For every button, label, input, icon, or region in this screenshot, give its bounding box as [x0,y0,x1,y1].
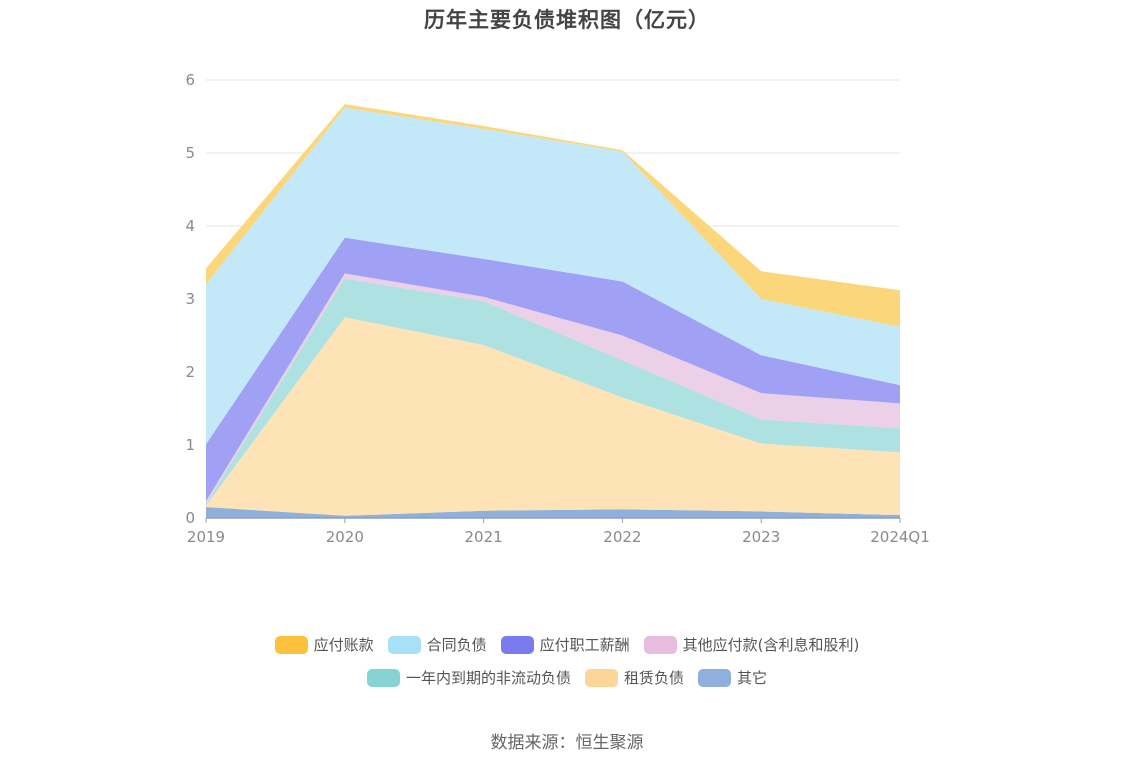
x-tick-label: 2024Q1 [870,528,930,546]
legend-label: 合同负债 [426,636,487,654]
legend-row: 应付账款 合同负债 应付职工薪酬 其他应付款(含利息和股利) [0,628,1134,661]
y-tick-label: 5 [185,144,195,162]
legend-item[interactable]: 应付职工薪酬 [500,634,630,655]
y-tick-label: 4 [185,217,195,235]
y-tick-label: 2 [185,363,195,381]
y-tick-label: 0 [185,509,195,527]
legend-swatch [584,668,618,687]
data-source-note: 数据来源：恒生聚源 [490,733,644,753]
legend-label: 应付职工薪酬 [539,636,630,654]
legend-item[interactable]: 其他应付款(含利息和股利) [643,634,860,655]
legend-label: 其它 [737,669,768,687]
legend-swatch [643,635,677,654]
legend-item[interactable]: 租赁负债 [584,667,684,688]
legend-swatch [698,668,731,687]
x-tick-label: 2021 [465,528,503,546]
legend-swatch [500,635,534,654]
legend-label: 租赁负债 [623,669,684,687]
legend-label: 一年内到期的非流动负债 [405,669,571,687]
legend-swatch [274,635,308,654]
legend-item[interactable]: 合同负债 [387,634,487,655]
legend: 应付账款 合同负债 应付职工薪酬 其他应付款(含利息和股利) 一年内到期的非流动负债 租赁… [0,628,1134,694]
area-series-0[interactable] [206,507,900,518]
area-series-1[interactable] [206,317,900,516]
x-tick-label: 2019 [187,528,225,546]
area-series-5[interactable] [206,107,900,445]
area-series [206,104,900,518]
x-tick-label: 2022 [603,528,641,546]
stacked-area-chart: 0 1 2 3 4 5 6 2019 2020 2021 2022 2023 2024Q1 [185,71,929,546]
legend-label: 应付账款 [313,636,374,654]
legend-row: 一年内到期的非流动负债 租赁负债 其它 [0,661,1134,694]
legend-swatch [366,668,400,687]
area-series-6[interactable] [206,104,900,327]
y-tick-label: 6 [185,71,195,89]
axes: 0 1 2 3 4 5 6 2019 2020 2021 2022 2023 2024Q1 [185,71,929,546]
chart-title: 历年主要负债堆积图（亿元） [424,8,710,32]
y-tick-label: 3 [185,290,195,308]
legend-item[interactable]: 一年内到期的非流动负债 [366,667,571,688]
area-series-4[interactable] [206,237,900,502]
legend-item[interactable]: 其它 [698,667,767,688]
y-tick-label: 1 [185,436,195,454]
x-tick-label: 2023 [742,528,780,546]
legend-label: 其他应付款(含利息和股利) [682,636,860,654]
x-tick-label: 2020 [326,528,364,546]
legend-swatch [387,635,421,654]
legend-item[interactable]: 应付账款 [274,634,374,655]
area-series-3[interactable] [206,273,900,505]
